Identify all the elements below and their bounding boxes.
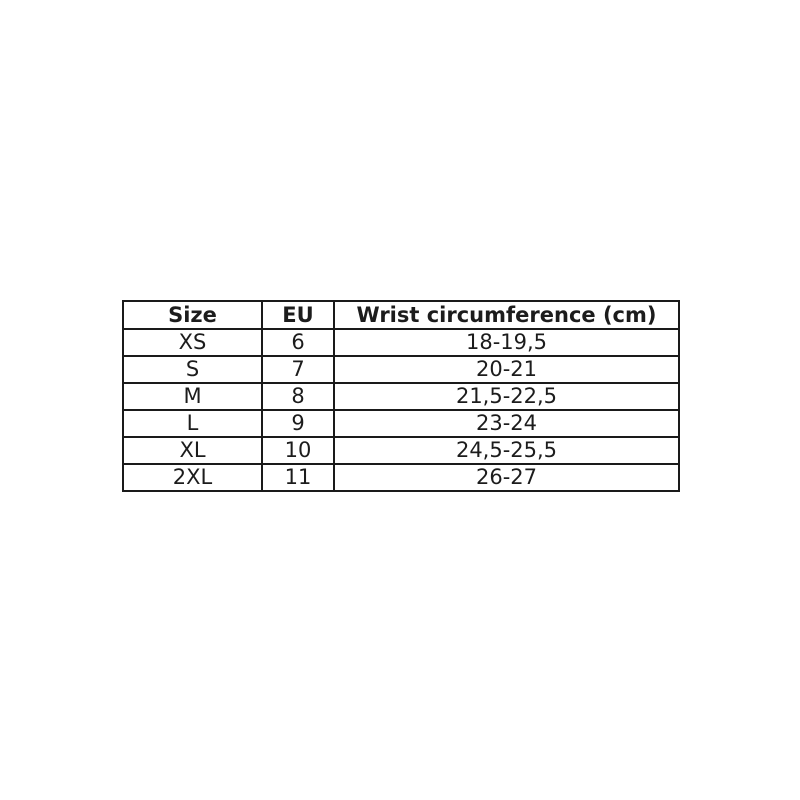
cell-wrist: 26-27 [333,463,680,492]
cell-wrist: 20-21 [333,355,680,384]
cell-eu: 7 [261,355,335,384]
table-row: XL 10 24,5-25,5 [122,436,680,465]
cell-wrist: 21,5-22,5 [333,382,680,411]
table-row: S 7 20-21 [122,355,680,384]
size-chart-header: Size EU Wrist circumference (cm) [122,300,680,330]
cell-size: 2XL [122,463,263,492]
cell-eu: 9 [261,409,335,438]
cell-size: M [122,382,263,411]
header-row: Size EU Wrist circumference (cm) [122,300,680,330]
cell-wrist: 18-19,5 [333,328,680,357]
cell-wrist: 23-24 [333,409,680,438]
cell-size: XL [122,436,263,465]
cell-size: XS [122,328,263,357]
table-row: M 8 21,5-22,5 [122,382,680,411]
cell-wrist: 24,5-25,5 [333,436,680,465]
table-row: L 9 23-24 [122,409,680,438]
cell-eu: 8 [261,382,335,411]
cell-size: S [122,355,263,384]
header-cell-eu: EU [261,300,335,330]
size-chart-body: XS 6 18-19,5 S 7 20-21 M 8 21,5-22,5 L 9… [122,328,680,492]
cell-eu: 10 [261,436,335,465]
cell-eu: 6 [261,328,335,357]
header-cell-wrist: Wrist circumference (cm) [333,300,680,330]
cell-eu: 11 [261,463,335,492]
cell-size: L [122,409,263,438]
table-row: XS 6 18-19,5 [122,328,680,357]
size-chart-table: Size EU Wrist circumference (cm) XS 6 18… [122,300,680,492]
header-cell-size: Size [122,300,263,330]
table-row: 2XL 11 26-27 [122,463,680,492]
